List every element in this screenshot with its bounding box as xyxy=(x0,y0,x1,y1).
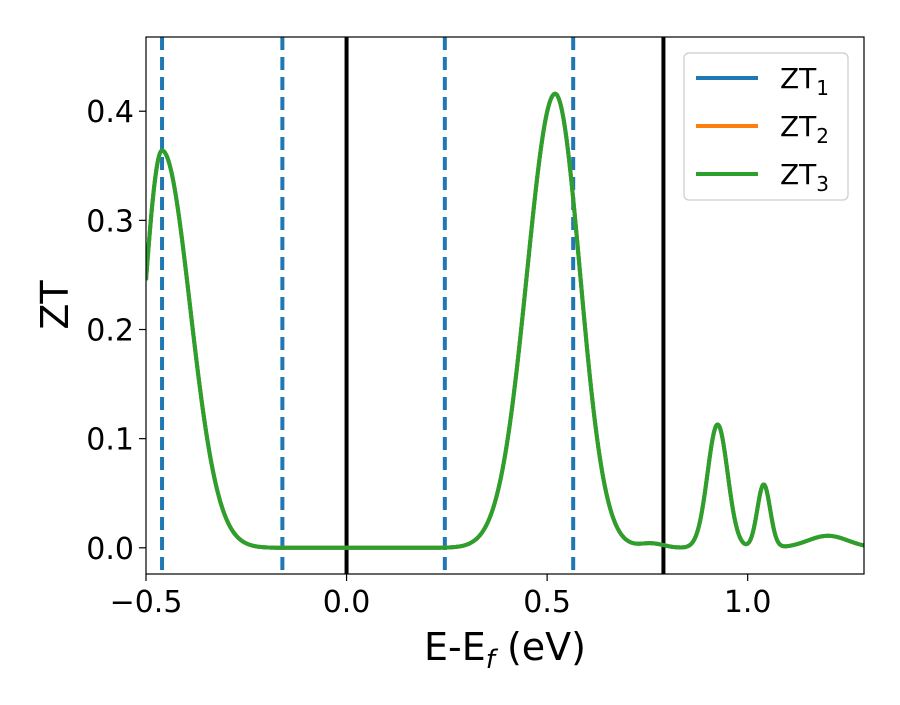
y-tick-label: 0.2 xyxy=(86,314,134,349)
legend: ZT1 ZT2 ZT3 xyxy=(683,52,849,201)
legend-box xyxy=(683,52,849,201)
series-line-zt3 xyxy=(146,91,864,550)
legend-label-zt3: ZT3 xyxy=(780,158,829,196)
x-label-unit: (eV) xyxy=(495,625,586,669)
x-tick-label: 1.0 xyxy=(724,585,772,620)
plot-frame xyxy=(145,36,865,575)
x-axis-label: E-Ef (eV) xyxy=(424,625,586,675)
x-tick-label: 0.5 xyxy=(523,585,571,620)
x-label-main: E-E xyxy=(424,625,486,669)
legend-label-zt2: ZT2 xyxy=(780,110,829,148)
y-axis-label: ZT xyxy=(33,280,77,330)
x-tick-label: 0.0 xyxy=(323,585,371,620)
axes: −0.5 0.0 0.5 1.0 0.0 0.1 0.2 0.3 0.4 xyxy=(86,36,865,620)
y-tick-label: 0.3 xyxy=(86,204,134,239)
y-tick-label: 0.0 xyxy=(86,532,134,567)
plot-area xyxy=(146,37,864,574)
y-tick-label: 0.1 xyxy=(86,423,134,458)
y-tick-label: 0.4 xyxy=(86,95,134,130)
x-tick-label: −0.5 xyxy=(110,585,183,620)
legend-label-zt1: ZT1 xyxy=(780,62,829,100)
